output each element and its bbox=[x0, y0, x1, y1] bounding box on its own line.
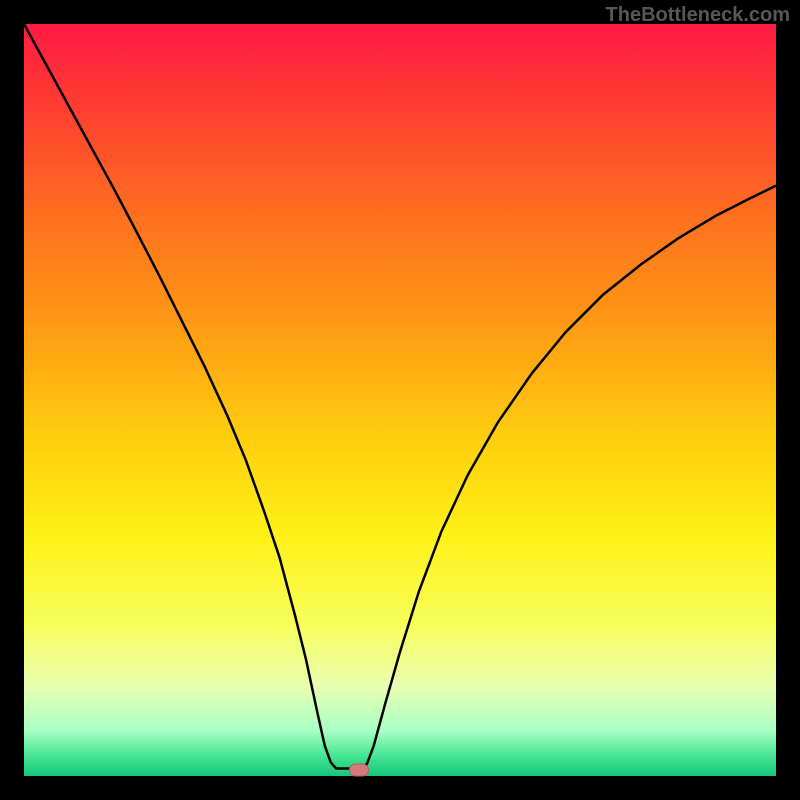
watermark-label: TheBottleneck.com bbox=[606, 4, 790, 27]
optimum-marker bbox=[349, 763, 369, 776]
bottleneck-curve bbox=[24, 24, 776, 768]
plot-area bbox=[24, 24, 776, 776]
chart-frame: TheBottleneck.com bbox=[0, 0, 800, 800]
curve-layer bbox=[24, 24, 776, 776]
